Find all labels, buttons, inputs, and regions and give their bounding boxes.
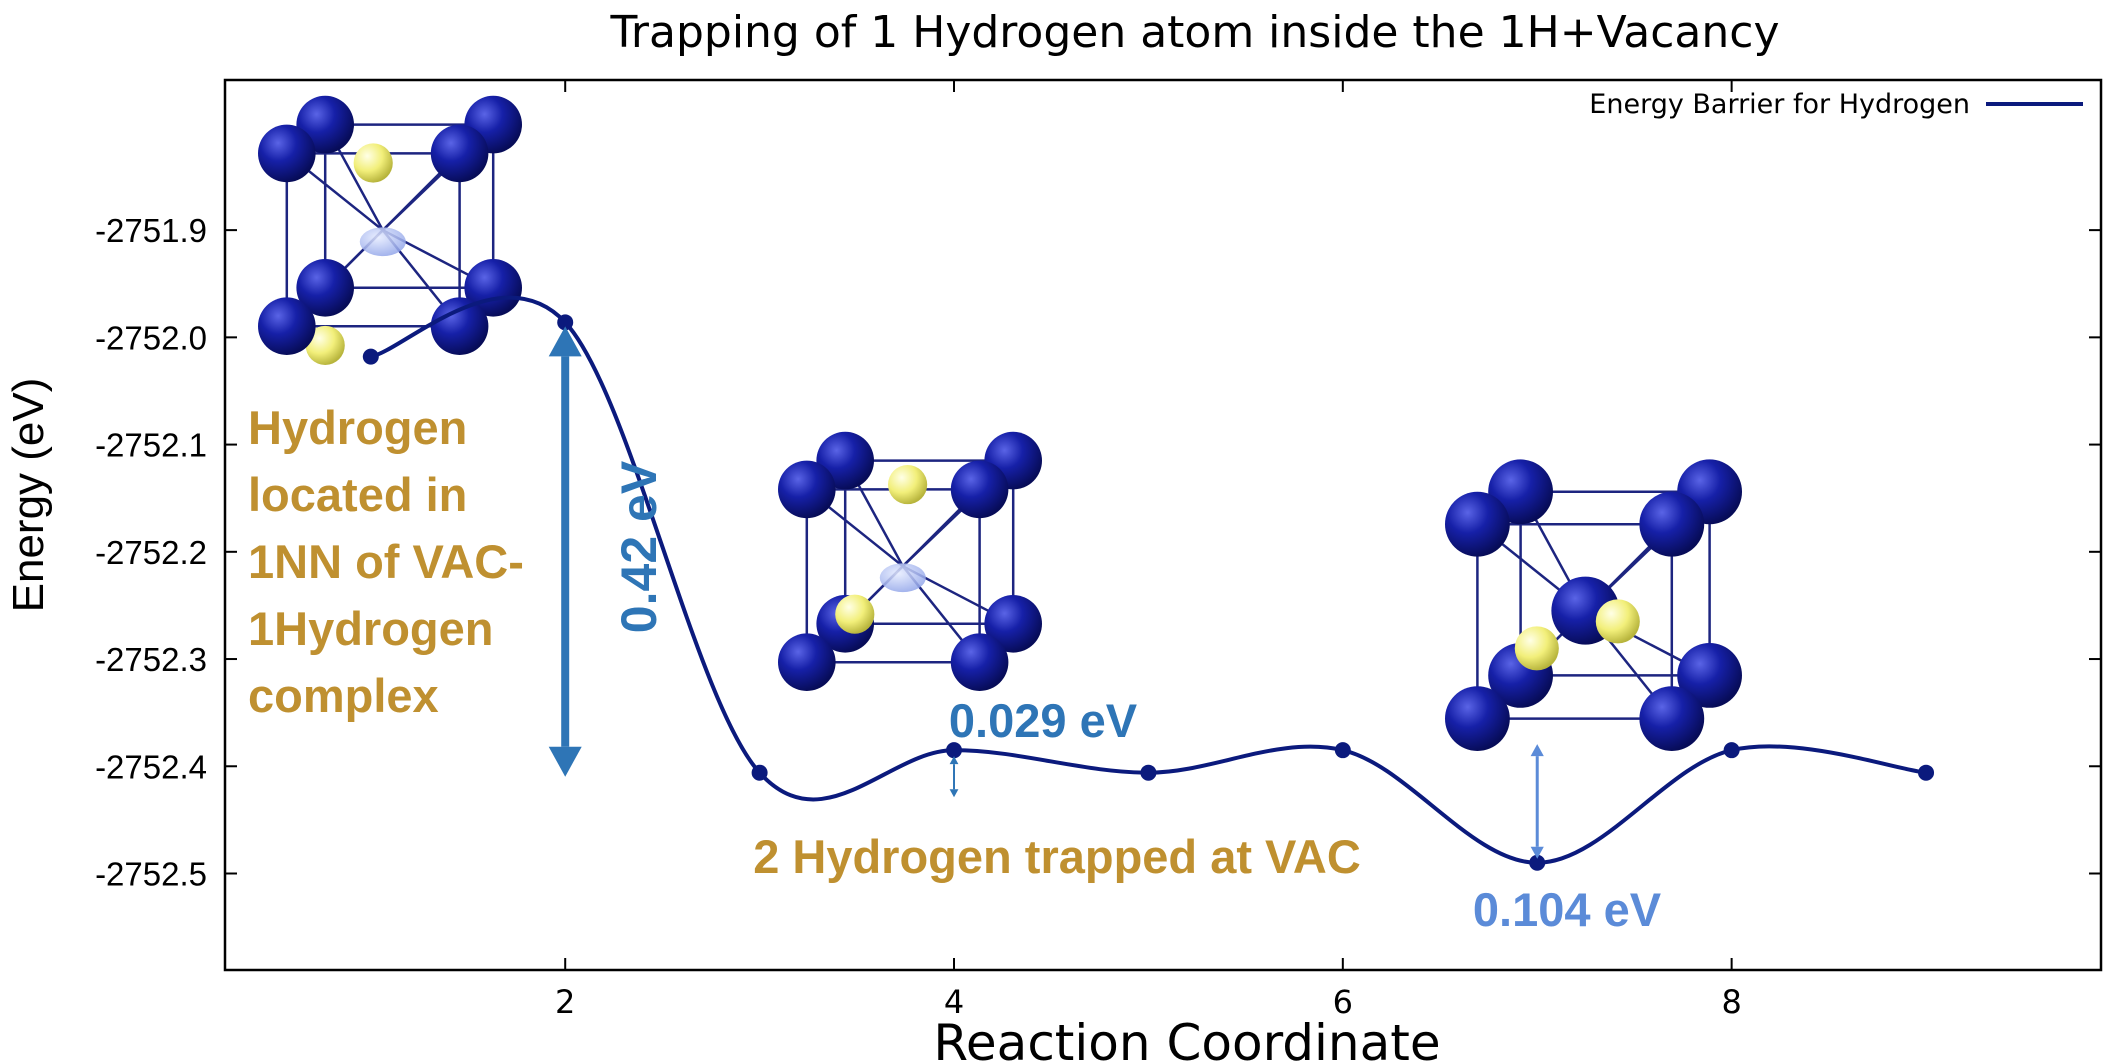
annotations: 0.42 eV 0.029 eV 0.104 eV Hydrogen locat… <box>248 326 1662 936</box>
y-tick-label: -2752.2 <box>95 534 207 571</box>
data-point <box>1140 764 1157 781</box>
hydrogen-atom <box>888 465 928 505</box>
tungsten-atom <box>1639 491 1705 557</box>
annotation-line: 1Hydrogen <box>248 602 494 655</box>
annotation-trapped-at-vac: 2 Hydrogen trapped at VAC <box>753 830 1361 883</box>
tungsten-atom <box>984 595 1042 653</box>
arrow-head-up <box>548 326 582 357</box>
annotation-0-029-ev: 0.029 eV <box>949 694 1138 747</box>
tungsten-atom <box>1445 686 1510 751</box>
axis-ticks: -2751.9 -2752.0 -2752.1 -2752.2 -2752.3 -2752… <box>95 80 2101 1021</box>
annotation-hydrogen-located: Hydrogen located in 1NN of VAC- 1Hydroge… <box>248 401 524 722</box>
data-point <box>946 742 963 759</box>
tungsten-atom <box>950 633 1009 691</box>
y-tick-label: -2752.4 <box>95 748 207 785</box>
tungsten-atom <box>778 460 836 519</box>
tungsten-atom <box>258 124 316 183</box>
tungsten-atom <box>1639 686 1705 751</box>
structure-initial <box>258 95 522 365</box>
arrow-0-104-ev <box>1530 744 1544 859</box>
hydrogen-atom <box>835 594 875 634</box>
tungsten-atom <box>950 460 1009 519</box>
x-tick-label: 6 <box>1333 983 1353 1021</box>
arrow-0-42-ev <box>548 326 582 777</box>
structure-trapped <box>1445 459 1742 751</box>
tungsten-atom <box>296 259 355 317</box>
vacancy-marker <box>879 563 926 593</box>
annotation-0-104-ev: 0.104 eV <box>1473 883 1662 936</box>
tungsten-atom <box>1677 643 1742 708</box>
tungsten-atom <box>430 297 489 356</box>
chart-title: Trapping of 1 Hydrogen atom inside the 1… <box>610 7 1780 58</box>
series-energy-barrier <box>362 295 1935 871</box>
annotation-line: Hydrogen <box>248 401 467 454</box>
data-point <box>557 314 574 331</box>
y-tick-label: -2752.0 <box>95 319 207 356</box>
arrow-head-down <box>548 746 582 777</box>
legend: Energy Barrier for Hydrogen <box>1589 89 2083 120</box>
y-tick-label: -2752.1 <box>95 427 207 464</box>
data-point <box>751 764 768 781</box>
arrow-head-down <box>949 789 959 798</box>
tungsten-atom <box>430 124 489 183</box>
tungsten-atom <box>1445 491 1510 557</box>
tungsten-atom <box>778 633 836 691</box>
y-tick-label: -2751.9 <box>95 212 207 249</box>
data-point <box>362 348 379 365</box>
hydrogen-atom <box>1514 626 1559 671</box>
data-point <box>1918 764 1935 781</box>
annotation-line: located in <box>248 468 467 521</box>
series-line <box>370 295 1927 865</box>
structure-saddle <box>778 431 1042 691</box>
annotation-line: complex <box>248 669 439 722</box>
arrow-head-down <box>1530 846 1544 859</box>
arrow-head-up <box>1530 744 1544 757</box>
tungsten-atom <box>258 297 316 356</box>
legend-label: Energy Barrier for Hydrogen <box>1589 89 1970 120</box>
y-tick-label: -2752.5 <box>95 855 207 892</box>
data-point <box>1529 854 1546 871</box>
x-tick-label: 8 <box>1721 983 1741 1021</box>
annotation-line: 1NN of VAC- <box>248 535 524 588</box>
x-tick-label: 2 <box>555 983 575 1021</box>
arrow-0-029-ev <box>949 756 959 798</box>
data-point <box>1334 742 1351 759</box>
annotation-0-42-ev: 0.42 eV <box>611 460 667 633</box>
y-tick-label: -2752.3 <box>95 641 207 678</box>
y-axis-label: Energy (eV) <box>4 378 53 613</box>
vacancy-marker <box>359 227 406 257</box>
hydrogen-atom <box>305 325 345 365</box>
hydrogen-atom <box>353 143 393 183</box>
x-axis-label: Reaction Coordinate <box>933 1014 1440 1064</box>
x-tick-label: 4 <box>944 983 964 1021</box>
plot-frame <box>223 78 2103 972</box>
hydrogen-atom <box>1595 599 1640 644</box>
data-point <box>1723 742 1740 759</box>
arrow-head-up <box>949 756 959 765</box>
